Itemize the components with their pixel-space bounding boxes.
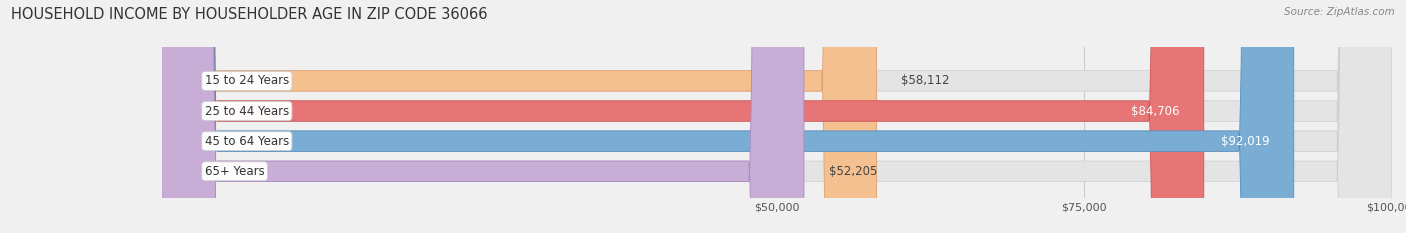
FancyBboxPatch shape bbox=[162, 0, 1392, 233]
Text: 25 to 44 Years: 25 to 44 Years bbox=[205, 105, 290, 117]
Text: $84,706: $84,706 bbox=[1130, 105, 1180, 117]
FancyBboxPatch shape bbox=[162, 0, 1294, 233]
FancyBboxPatch shape bbox=[162, 0, 1392, 233]
FancyBboxPatch shape bbox=[162, 0, 1392, 233]
Text: $92,019: $92,019 bbox=[1220, 135, 1270, 148]
Text: HOUSEHOLD INCOME BY HOUSEHOLDER AGE IN ZIP CODE 36066: HOUSEHOLD INCOME BY HOUSEHOLDER AGE IN Z… bbox=[11, 7, 488, 22]
Text: 15 to 24 Years: 15 to 24 Years bbox=[205, 74, 290, 87]
Text: $52,205: $52,205 bbox=[828, 165, 877, 178]
Text: $58,112: $58,112 bbox=[901, 74, 949, 87]
Text: 45 to 64 Years: 45 to 64 Years bbox=[205, 135, 290, 148]
FancyBboxPatch shape bbox=[162, 0, 804, 233]
Text: Source: ZipAtlas.com: Source: ZipAtlas.com bbox=[1284, 7, 1395, 17]
FancyBboxPatch shape bbox=[162, 0, 1392, 233]
FancyBboxPatch shape bbox=[162, 0, 1204, 233]
FancyBboxPatch shape bbox=[162, 0, 876, 233]
Text: 65+ Years: 65+ Years bbox=[205, 165, 264, 178]
